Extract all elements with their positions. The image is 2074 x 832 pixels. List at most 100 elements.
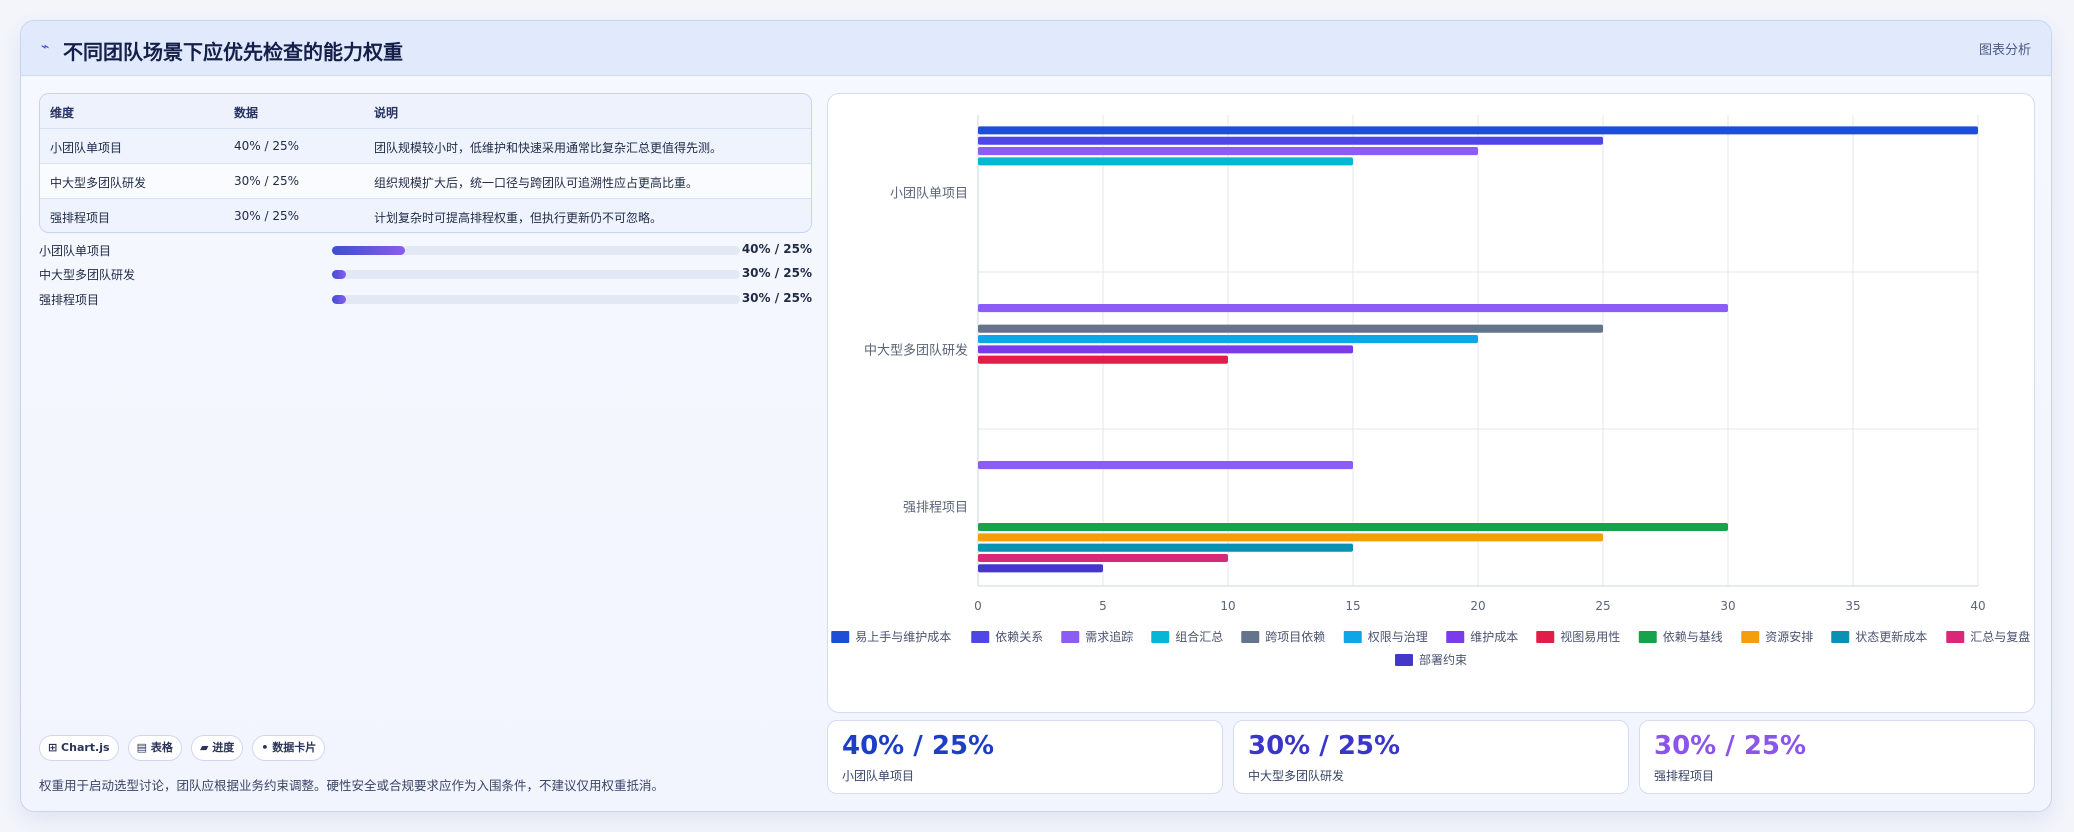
legend-swatch: [1536, 631, 1555, 643]
chip-data-card[interactable]: • 数据卡片: [252, 735, 326, 761]
chip-progress[interactable]: ▰ 进度: [190, 735, 244, 761]
legend-swatch: [971, 631, 990, 643]
table-cell: 组织规模扩大后，统一口径与跨团队可追溯性应占更高比重。: [374, 176, 699, 190]
table-cell: 强排程项目: [50, 211, 111, 225]
bar: [978, 157, 1353, 166]
progress-fill: [332, 295, 347, 304]
progress-fill: [332, 246, 406, 255]
table-cell: 小团队单项目: [50, 141, 123, 155]
table-cell: 30% / 25%: [234, 209, 300, 223]
category-label: 小团队单项目: [890, 187, 968, 202]
chip-chartjs[interactable]: ⊞ Chart.js: [39, 735, 119, 761]
stat-card: 40% / 25% 小团队单项目: [827, 720, 1223, 794]
bar: [978, 345, 1353, 354]
bar: [978, 304, 1728, 313]
progress-row: 小团队单项目 40% / 25%: [39, 240, 812, 260]
chart-analysis-badge[interactable]: 图表分析: [1978, 43, 2031, 58]
legend-swatch: [1741, 631, 1760, 643]
table-cell: 30% / 25%: [234, 174, 300, 188]
bar: [978, 461, 1353, 470]
bar: [978, 543, 1353, 552]
x-tick-label: 35: [1845, 599, 1860, 613]
bar: [978, 324, 1603, 333]
progress-label: 中大型多团队研发: [39, 268, 136, 282]
progress-fill: [332, 270, 347, 279]
bar: [978, 553, 1228, 563]
x-tick-label: 0: [974, 599, 982, 613]
legend-swatch: [1831, 631, 1850, 643]
progress-value: 40% / 25%: [741, 242, 812, 256]
bar: [978, 564, 1103, 573]
legend-label: 依赖与基线: [1663, 629, 1723, 644]
table-row: 小团队单项目 40% / 25% 团队规模较小时，低维护和快速采用通常比复杂汇总…: [40, 128, 811, 163]
legend-swatch: [1946, 631, 1965, 643]
stat-label: 中大型多团队研发: [1248, 769, 1345, 783]
progress-value: 30% / 25%: [741, 266, 812, 280]
stat-label: 小团队单项目: [842, 769, 915, 783]
bar: [978, 522, 1728, 532]
weights-table: 维度 数据 说明 小团队单项目 40% / 25% 团队规模较小时，低维护和快速…: [39, 93, 812, 233]
x-tick-label: 20: [1470, 599, 1485, 613]
chip-table[interactable]: ▤ 表格: [127, 735, 182, 761]
legend-label: 维护成本: [1470, 630, 1518, 644]
table-header-cell: 说明: [374, 106, 399, 120]
main-card: ⌁ 不同团队场景下应优先检查的能力权重 图表分析 维度 数据 说明 小团队单项目…: [20, 20, 2052, 812]
legend-label: 依赖关系: [995, 629, 1043, 644]
stat-label: 强排程项目: [1654, 769, 1715, 783]
bar-chart-panel: 0 5 10 15 20 25 30 35 40 小团队单项目中大型多团队研发强排程项目易上手与维…: [827, 93, 2035, 713]
header: ⌁ 不同团队场景下应优先检查的能力权重 图表分析: [21, 21, 2051, 76]
bar: [978, 147, 1478, 156]
stat-value: 30% / 25%: [1248, 731, 1401, 761]
legend-label: 需求追踪: [1085, 629, 1133, 644]
progress-value: 30% / 25%: [741, 291, 812, 305]
table-row: 强排程项目 30% / 25% 计划复杂时可提高排程权重，但执行更新仍不可忽略。: [40, 198, 811, 232]
legend-label: 视图易用性: [1560, 629, 1620, 644]
table-cell: 计划复杂时可提高排程权重，但执行更新仍不可忽略。: [374, 211, 663, 225]
footnote: 权重用于启动选型讨论，团队应根据业务约束调整。硬性安全或合规要求应作为入围条件，…: [39, 778, 665, 793]
legend-label: 资源安排: [1765, 629, 1813, 644]
x-tick-label: 10: [1220, 599, 1235, 613]
stat-value: 30% / 25%: [1654, 731, 1807, 761]
stat-card: 30% / 25% 强排程项目: [1639, 720, 2035, 794]
page-title: 不同团队场景下应优先检查的能力权重: [63, 40, 403, 64]
legend-label: 组合汇总: [1175, 629, 1223, 644]
table-header-cell: 维度: [50, 106, 75, 120]
x-tick-label: 30: [1720, 599, 1735, 613]
progress-label: 强排程项目: [39, 293, 100, 307]
table-cell: 团队规模较小时，低维护和快速采用通常比复杂汇总更值得先测。: [374, 141, 723, 155]
x-tick-label: 5: [1099, 599, 1107, 613]
bar: [978, 533, 1603, 542]
legend-label: 部署约束: [1419, 652, 1467, 667]
x-tick-label: 40: [1970, 599, 1985, 613]
x-tick-label: 15: [1345, 599, 1360, 613]
progress-track: [332, 295, 740, 304]
legend-label: 权限与治理: [1368, 630, 1428, 644]
progress-track: [332, 246, 740, 255]
x-tick-label: 25: [1595, 599, 1610, 613]
table-header-row: 维度 数据 说明: [40, 94, 811, 128]
legend-swatch: [1446, 631, 1465, 643]
legend-swatch: [1151, 631, 1170, 643]
trend-line-icon: ⌁: [41, 39, 50, 55]
bar: [978, 355, 1228, 364]
progress-label: 小团队单项目: [39, 244, 112, 258]
table-row: 中大型多团队研发 30% / 25% 组织规模扩大后，统一口径与跨团队可追溯性应…: [40, 163, 811, 198]
stat-card: 30% / 25% 中大型多团队研发: [1233, 720, 1629, 794]
category-label: 强排程项目: [903, 501, 968, 516]
legend-label: 状态更新成本: [1855, 629, 1927, 644]
bar: [978, 126, 1978, 135]
bar: [978, 136, 1603, 145]
progress-row: 强排程项目 30% / 25%: [39, 289, 812, 309]
legend-label: 易上手与维护成本: [855, 630, 951, 644]
category-label: 中大型多团队研发: [864, 343, 968, 359]
table-cell: 40% / 25%: [234, 139, 300, 153]
legend-swatch: [1638, 631, 1657, 643]
progress-track: [332, 270, 740, 279]
legend-swatch: [1395, 654, 1413, 666]
legend-swatch: [1343, 631, 1362, 643]
legend-label: 跨项目依赖: [1265, 629, 1325, 644]
bar-chart: 0 5 10 15 20 25 30 35 40 小团队单项目中大型多团队研发强排程项目易上手与维…: [831, 115, 2030, 667]
table-header-cell: 数据: [234, 106, 259, 120]
table-cell: 中大型多团队研发: [50, 176, 147, 190]
bar: [978, 335, 1478, 344]
